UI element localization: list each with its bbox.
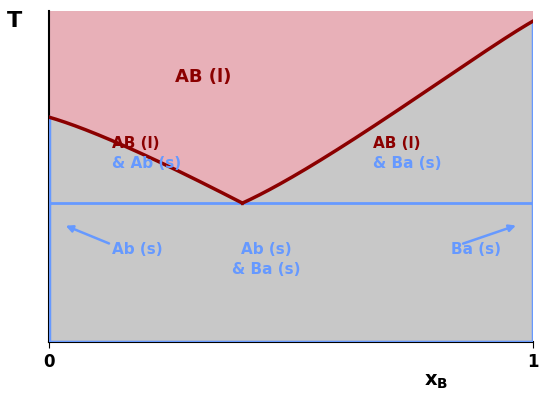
- Text: & Ab (s): & Ab (s): [112, 156, 181, 171]
- Text: Ab (s): Ab (s): [112, 242, 162, 257]
- Text: AB (l): AB (l): [175, 68, 232, 86]
- Text: & Ba (s): & Ba (s): [233, 262, 301, 277]
- Text: $\mathbf{x_B}$: $\mathbf{x_B}$: [424, 372, 448, 391]
- Text: & Ba (s): & Ba (s): [373, 156, 442, 171]
- Text: T: T: [7, 11, 23, 31]
- Text: AB (l): AB (l): [112, 136, 159, 151]
- Polygon shape: [48, 11, 533, 203]
- Text: AB (l): AB (l): [373, 136, 421, 151]
- Text: Ab (s): Ab (s): [241, 242, 292, 257]
- Text: Ba (s): Ba (s): [451, 242, 501, 257]
